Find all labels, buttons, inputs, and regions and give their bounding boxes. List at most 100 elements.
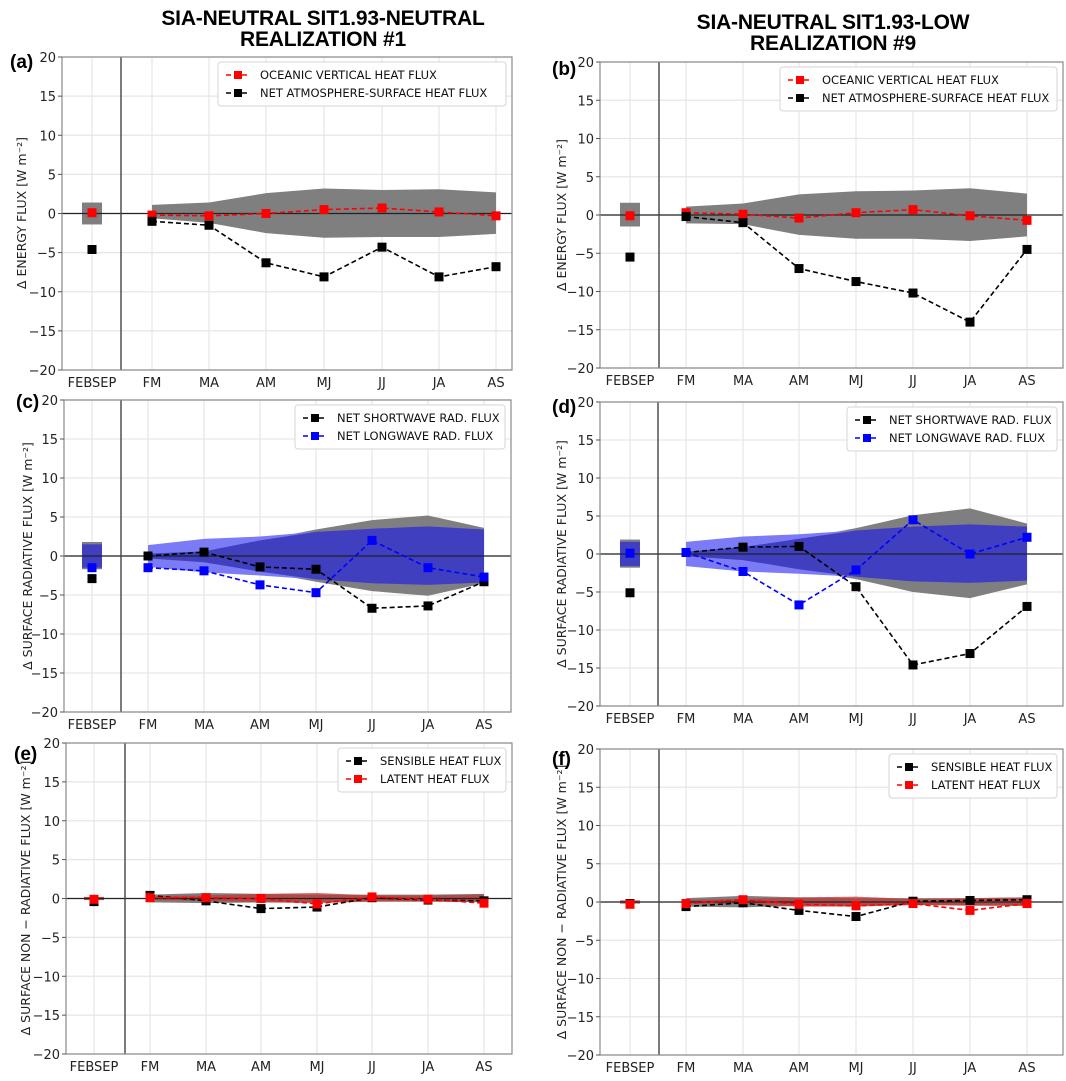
- data-point: [319, 205, 329, 215]
- data-point: [681, 547, 691, 557]
- y-tick-label: 5: [586, 171, 594, 186]
- legend-marker: [311, 414, 319, 422]
- data-point: [851, 582, 861, 592]
- data-point: [738, 542, 748, 552]
- x-tick-label: AM: [251, 1060, 271, 1075]
- legend-entry: SENSIBLE HEAT FLUX: [380, 754, 502, 768]
- panel-label: (b): [552, 59, 576, 80]
- data-point: [261, 209, 271, 218]
- data-point: [479, 572, 489, 582]
- data-point: [625, 211, 635, 221]
- data-point: [1022, 601, 1032, 611]
- y-tick-label: 5: [50, 511, 58, 526]
- data-point: [794, 600, 804, 610]
- legend-entry: NET ATMOSPHERE-SURFACE HEAT FLUX: [260, 86, 487, 100]
- left-column-title: SIA-NEUTRAL SIT1.93-NEUTRAL REALIZATION …: [118, 8, 528, 50]
- legend-box: [888, 753, 1058, 799]
- data-point: [312, 899, 322, 909]
- legend-entry: OCEANIC VERTICAL HEAT FLUX: [260, 68, 437, 82]
- legend-marker: [234, 71, 242, 79]
- data-point: [851, 277, 861, 287]
- y-tick-label: −15: [29, 325, 56, 340]
- legend-entry: NET SHORTWAVE RAD. FLUX: [889, 413, 1052, 427]
- data-point: [965, 905, 975, 915]
- y-tick-label: −10: [567, 973, 594, 988]
- y-tick-label: 5: [586, 858, 594, 873]
- legend-entry: LATENT HEAT FLUX: [380, 772, 490, 786]
- data-point: [423, 601, 433, 611]
- data-point: [738, 209, 748, 219]
- data-point: [311, 588, 321, 598]
- x-tick-label: JJ: [908, 712, 917, 727]
- legend: NET SHORTWAVE RAD. FLUX NET LONGWAVE RAD.…: [846, 406, 1058, 452]
- data-point: [794, 264, 804, 274]
- x-tick-label: AS: [1018, 374, 1035, 389]
- data-point: [794, 899, 804, 909]
- data-point: [423, 894, 433, 904]
- y-tick-label: 15: [577, 94, 594, 109]
- data-point: [367, 535, 377, 545]
- y-tick-label: 20: [43, 737, 60, 752]
- data-point: [851, 901, 861, 911]
- chart-panel-e: 20 15 10 5 0 −5 −10 −15 −20 FEBSEP FM MA AM MJ JJ JA AS Δ…: [14, 737, 513, 1075]
- legend: OCEANIC VERTICAL HEAT FLUX NET ATMOSPHERE…: [217, 61, 507, 107]
- y-tick-label: 0: [586, 548, 594, 563]
- data-point: [965, 649, 975, 659]
- panel-label: (f): [552, 749, 571, 770]
- chart-panel-a: 20 15 10 5 0 −5 −10 −15 −20 FEBSEP FM MA AM MJ JJ JA AS Δ…: [10, 51, 513, 391]
- chart-panel-c: 20 15 10 5 0 −5 −10 −15 −20 FEBSEP FM MA AM MJ JJ JA AS Δ…: [16, 392, 512, 733]
- x-tick-label: FM: [677, 712, 696, 727]
- legend-entry: NET SHORTWAVE RAD. FLUX: [337, 411, 500, 425]
- data-point: [199, 547, 209, 557]
- data-point: [256, 894, 266, 903]
- y-tick-label: 20: [39, 51, 56, 66]
- x-tick-label: JJ: [908, 374, 917, 389]
- x-tick-label: AM: [789, 374, 809, 389]
- x-tick-label: JA: [421, 1060, 435, 1075]
- data-point: [87, 244, 97, 254]
- panel-label: (d): [552, 397, 576, 418]
- x-tick-label: FM: [139, 718, 158, 733]
- legend-marker: [234, 89, 242, 97]
- legend-marker: [354, 757, 362, 765]
- y-tick-label: −20: [567, 1049, 594, 1064]
- data-point: [851, 912, 861, 922]
- right-title-line2: REALIZATION #9: [750, 32, 916, 55]
- y-tick-label: −10: [33, 970, 60, 985]
- y-tick-label: 20: [577, 56, 594, 71]
- legend: SENSIBLE HEAT FLUX LATENT HEAT FLUX: [888, 753, 1058, 799]
- data-point: [908, 515, 918, 525]
- y-tick-label: −20: [567, 362, 594, 377]
- x-tick-label: AS: [475, 1060, 492, 1075]
- y-tick-label: 0: [52, 893, 60, 908]
- data-point: [87, 208, 97, 218]
- y-tick-label: 10: [39, 129, 56, 144]
- data-point: [255, 562, 265, 572]
- y-tick-label: −10: [29, 286, 56, 301]
- x-tick-label: MA: [733, 712, 753, 727]
- y-tick-label: −10: [31, 628, 58, 643]
- data-point: [681, 212, 691, 222]
- data-point: [738, 218, 748, 228]
- data-point: [377, 242, 387, 252]
- y-tick-label: 10: [43, 815, 60, 830]
- data-point: [367, 892, 377, 902]
- y-tick-label: −15: [567, 662, 594, 677]
- legend-box: [294, 404, 506, 450]
- y-axis-label: Δ ENERGY FLUX [W m⁻²]: [14, 137, 29, 289]
- legend-marker: [905, 763, 913, 771]
- y-tick-label: −20: [33, 1048, 60, 1063]
- x-tick-label: FM: [141, 1060, 160, 1075]
- y-axis-label: Δ SURFACE RADIATIVE FLUX [W m⁻²]: [554, 440, 569, 668]
- x-tick-label: JA: [963, 374, 977, 389]
- y-tick-label: −20: [29, 364, 56, 379]
- x-tick-label: MA: [196, 1060, 216, 1075]
- chart-panel-f: 20 15 10 5 0 −5 −10 −15 −20 FEBSEP FM MA AM MJ JJ JA AS Δ…: [552, 743, 1064, 1076]
- right-column-title: SIA-NEUTRAL SIT1.93-LOW REALIZATION #9: [628, 12, 1038, 54]
- x-tick-label: FEBSEP: [70, 1060, 119, 1075]
- data-point: [965, 211, 975, 221]
- data-point: [143, 551, 153, 561]
- data-point: [851, 208, 861, 218]
- legend-marker: [905, 781, 913, 789]
- y-tick-label: 0: [50, 550, 58, 565]
